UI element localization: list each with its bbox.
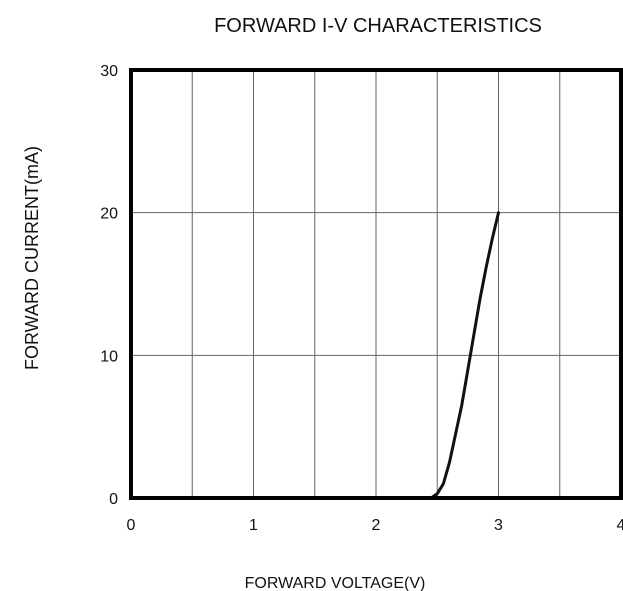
y-tick-label: 30 [100, 63, 118, 80]
forward-current-curve [429, 211, 500, 500]
y-tick-label: 0 [109, 491, 118, 508]
tick-layer: 0 1 2 3 4 0 10 20 30 [100, 63, 623, 534]
x-tick-label: 2 [372, 517, 381, 534]
y-tick-label: 10 [100, 348, 118, 365]
x-tick-label: 1 [249, 517, 258, 534]
x-tick-label: 0 [127, 517, 136, 534]
series-layer [429, 211, 500, 500]
y-tick-label: 20 [100, 206, 118, 223]
x-tick-label: 3 [494, 517, 503, 534]
x-axis-label: FORWARD VOLTAGE(V) [245, 575, 426, 591]
plot-frame [129, 68, 623, 500]
grid-layer [131, 70, 621, 498]
chart-title: FORWARD I-V CHARACTERISTICS [214, 15, 542, 37]
x-tick-label: 4 [617, 517, 623, 534]
y-axis-label: FORWARD CURRENT(mA) [22, 146, 42, 370]
